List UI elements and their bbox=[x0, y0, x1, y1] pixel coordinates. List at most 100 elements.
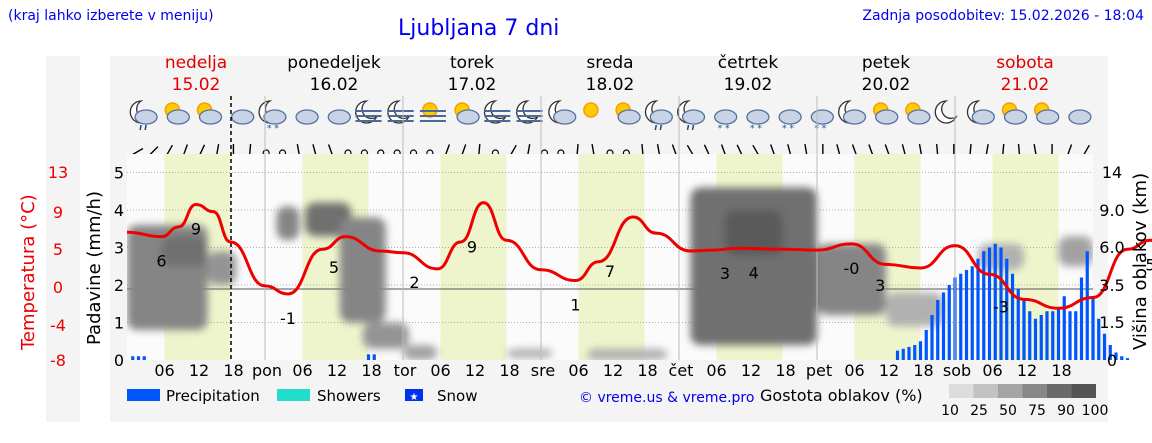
x-tick-label: 18 bbox=[637, 361, 657, 380]
precipitation-bar bbox=[131, 356, 135, 360]
cloud-blob bbox=[506, 348, 553, 359]
x-tick-label: 12 bbox=[327, 361, 347, 380]
cloud-blob bbox=[207, 251, 237, 285]
density-swatch bbox=[1047, 384, 1072, 398]
rain-drop bbox=[139, 124, 142, 131]
cloud-blob bbox=[725, 210, 783, 255]
cloud-shape bbox=[681, 109, 706, 125]
precipitation-bar bbox=[976, 258, 980, 360]
precipitation-bar bbox=[1074, 311, 1078, 360]
cloud-shape bbox=[553, 109, 577, 125]
temperature-label: 7 bbox=[605, 262, 615, 281]
precipitation-bar bbox=[895, 350, 900, 360]
precipitation-bar bbox=[1091, 296, 1095, 360]
night-fog-icon bbox=[483, 100, 511, 124]
precipitation-bar bbox=[1085, 251, 1089, 360]
density-swatch bbox=[949, 384, 974, 398]
weather-icon-row: * * * * * * * * * * bbox=[129, 100, 1092, 134]
rain-drop bbox=[659, 124, 663, 131]
cloud-shape bbox=[1036, 109, 1060, 125]
x-tick-label: 06 bbox=[844, 361, 864, 380]
legend-precipitation-swatch bbox=[127, 389, 160, 401]
cloud-snow-icon: * * bbox=[778, 109, 802, 134]
night-cloud-icon bbox=[838, 100, 867, 125]
sun-cloud-icon bbox=[196, 102, 223, 125]
precipitation-bar bbox=[142, 356, 146, 360]
precipitation-bar bbox=[959, 273, 963, 360]
cloud-blob bbox=[339, 217, 386, 323]
density-step-label: 10 bbox=[941, 403, 959, 419]
temperature-label: -1 bbox=[280, 309, 296, 328]
precipitation-bar bbox=[1016, 288, 1020, 360]
cloud-shape bbox=[810, 109, 834, 125]
rain-drop bbox=[686, 124, 690, 131]
cloud-shape bbox=[1003, 109, 1028, 125]
temperature-label: 3 bbox=[875, 276, 885, 295]
page-title: Ljubljana 7 dni bbox=[398, 16, 560, 41]
cloud-shape bbox=[134, 109, 158, 125]
cloud-height-tick: 3.5 bbox=[1099, 276, 1124, 295]
day-date: 18.02 bbox=[586, 75, 635, 95]
precipitation-bars bbox=[131, 243, 1130, 360]
legend-showers-label: Showers bbox=[317, 387, 381, 405]
night-cloud-icon bbox=[966, 100, 995, 125]
density-step-label: 100 bbox=[1082, 403, 1109, 419]
sun-cloud-icon bbox=[905, 102, 931, 125]
x-tick-day-label: tor bbox=[394, 361, 417, 380]
cloud-shape bbox=[231, 109, 255, 125]
day-date: 20.02 bbox=[862, 75, 911, 95]
density-step-label: 25 bbox=[970, 403, 988, 419]
sun-cloud-icon bbox=[615, 102, 641, 125]
precipitation-bar bbox=[1033, 318, 1038, 360]
temperature-label: 2 bbox=[409, 273, 419, 292]
temperature-tick: 5 bbox=[53, 240, 63, 259]
rain-drop bbox=[691, 124, 695, 131]
temperature-tick: 0 bbox=[53, 278, 63, 297]
cloud-height-tick: 0 bbox=[1107, 351, 1117, 370]
sun-cloud-icon bbox=[1033, 102, 1060, 125]
day-name: četrtek bbox=[718, 53, 779, 73]
precipitation-bar bbox=[982, 251, 986, 360]
precipitation-bar bbox=[1097, 318, 1101, 360]
x-tick-label: 18 bbox=[913, 361, 933, 380]
x-tick-label: 06 bbox=[568, 361, 588, 380]
precipitation-bar bbox=[924, 330, 928, 360]
x-tick-label: 12 bbox=[189, 361, 209, 380]
precipitation-tick: 5 bbox=[114, 164, 124, 183]
cloud-density-label: Gostota oblakov (%) bbox=[760, 386, 923, 405]
legend-snow-swatch bbox=[405, 389, 423, 401]
temperature-label: 5 bbox=[329, 258, 339, 277]
precipitation-tick: 4 bbox=[114, 201, 124, 220]
x-tick-label: 18 bbox=[361, 361, 381, 380]
cloud-shape bbox=[875, 109, 899, 125]
day-name: sobota bbox=[996, 53, 1054, 73]
temperature-label: 3 bbox=[720, 264, 730, 283]
credit-link[interactable]: © vreme.us & vreme.pro bbox=[579, 390, 754, 406]
cloud-shape bbox=[778, 109, 802, 125]
precipitation-bar bbox=[1005, 258, 1009, 360]
clouds-icon bbox=[295, 109, 319, 125]
temperature-label: -0 bbox=[844, 259, 860, 278]
day-date: 19.02 bbox=[724, 75, 773, 95]
cloud-blob bbox=[886, 292, 944, 327]
precipitation-bar bbox=[1045, 311, 1049, 360]
night-fog-icon bbox=[355, 100, 382, 124]
night-cloud-icon bbox=[548, 100, 577, 125]
night-cloud-rain-icon bbox=[677, 100, 706, 131]
temperature-label: 6 bbox=[156, 252, 166, 271]
temperature-label: -3 bbox=[993, 298, 1009, 317]
x-tick-label: 18 bbox=[499, 361, 519, 380]
sun-cloud-icon bbox=[872, 102, 899, 125]
temperature-label: 5 bbox=[1145, 255, 1152, 274]
night-fog-icon bbox=[516, 100, 543, 124]
x-tick-label: 12 bbox=[465, 361, 485, 380]
legend-showers-swatch bbox=[277, 389, 310, 401]
day-date: 21.02 bbox=[1001, 75, 1050, 95]
precipitation-bar bbox=[1062, 296, 1066, 360]
legend: Precipitation Showers ★ Snow © vreme.us … bbox=[127, 384, 1108, 419]
precipitation-bar bbox=[964, 270, 969, 360]
day-name: petek bbox=[862, 53, 910, 73]
precipitation-tick: 2 bbox=[114, 276, 124, 295]
day-date: 15.02 bbox=[172, 75, 221, 95]
